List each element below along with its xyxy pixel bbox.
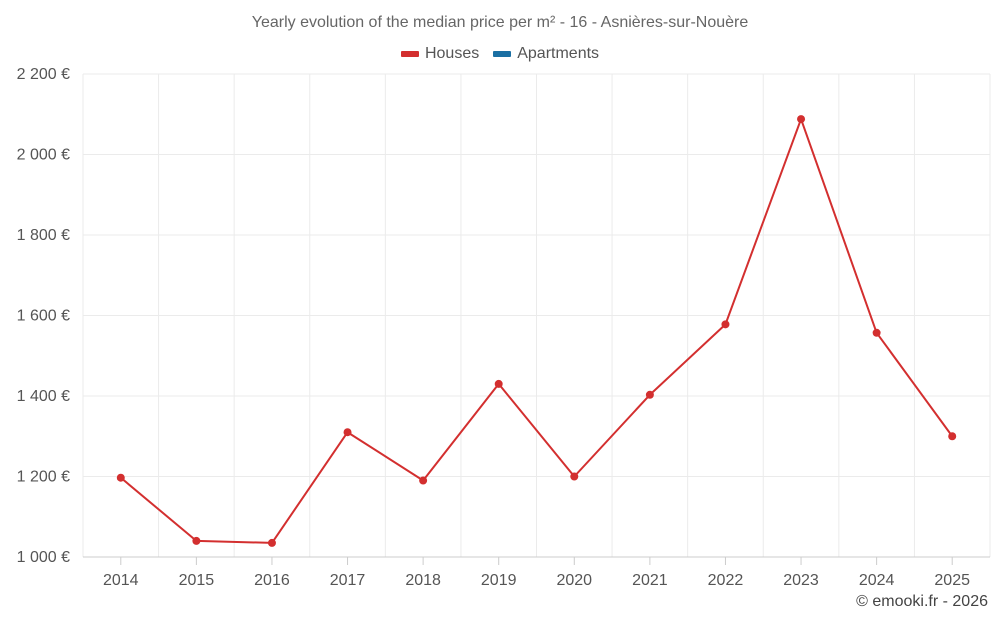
x-tick-label: 2021 (632, 572, 668, 589)
chart-title: Yearly evolution of the median price per… (251, 14, 749, 31)
legend: Houses Apartments (0, 45, 1000, 63)
y-tick-label: 1 800 € (17, 227, 70, 244)
legend-item-houses[interactable]: Houses (400, 45, 480, 63)
data-point-houses[interactable] (494, 379, 503, 388)
legend-item-apartments[interactable]: Apartments (493, 45, 599, 63)
data-point-houses[interactable] (192, 536, 201, 545)
x-tick-label: 2016 (254, 572, 290, 589)
legend-label-houses: Houses (424, 45, 480, 62)
series-line-houses (120, 118, 954, 544)
data-point-houses[interactable] (116, 473, 125, 482)
x-tick-label: 2019 (481, 572, 517, 589)
data-point-houses[interactable] (948, 432, 957, 441)
x-tick-label: 2023 (783, 572, 819, 589)
x-tick-label: 2025 (934, 572, 970, 589)
y-tick-label: 2 200 € (17, 66, 70, 83)
x-tick-label: 2018 (405, 572, 441, 589)
data-point-houses[interactable] (645, 390, 654, 399)
y-tick-label: 1 000 € (17, 549, 70, 566)
data-point-houses[interactable] (267, 538, 276, 547)
data-point-houses[interactable] (797, 115, 806, 124)
y-tick-label: 1 400 € (17, 388, 70, 405)
x-tick-label: 2020 (556, 572, 592, 589)
x-tick-label: 2017 (330, 572, 366, 589)
y-tick-label: 1 600 € (17, 308, 70, 325)
data-point-houses[interactable] (721, 320, 730, 329)
y-tick-label: 1 200 € (17, 469, 70, 486)
legend-label-apartments: Apartments (517, 45, 600, 62)
legend-swatch-houses (400, 51, 419, 57)
x-tick-label: 2014 (103, 572, 139, 589)
x-tick-label: 2022 (708, 572, 744, 589)
data-point-houses[interactable] (570, 472, 579, 481)
credit-text: © emooki.fr - 2026 (856, 593, 988, 610)
data-point-houses[interactable] (343, 428, 352, 437)
x-tick-label: 2024 (859, 572, 895, 589)
y-tick-label: 2 000 € (17, 147, 70, 164)
x-tick-label: 2015 (179, 572, 215, 589)
legend-swatch-apartments (493, 51, 512, 57)
data-point-houses[interactable] (872, 328, 881, 337)
data-point-houses[interactable] (419, 476, 428, 485)
